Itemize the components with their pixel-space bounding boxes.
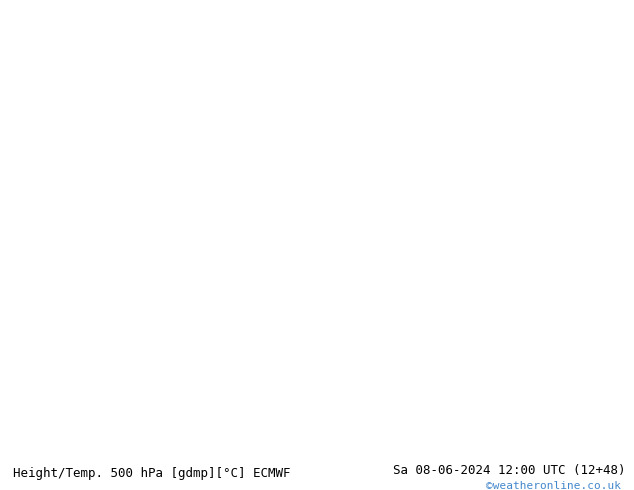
Text: Height/Temp. 500 hPa [gdmp][°C] ECMWF: Height/Temp. 500 hPa [gdmp][°C] ECMWF (13, 467, 290, 480)
Text: ©weatheronline.co.uk: ©weatheronline.co.uk (486, 481, 621, 490)
Text: Sa 08-06-2024 12:00 UTC (12+48): Sa 08-06-2024 12:00 UTC (12+48) (393, 465, 626, 477)
